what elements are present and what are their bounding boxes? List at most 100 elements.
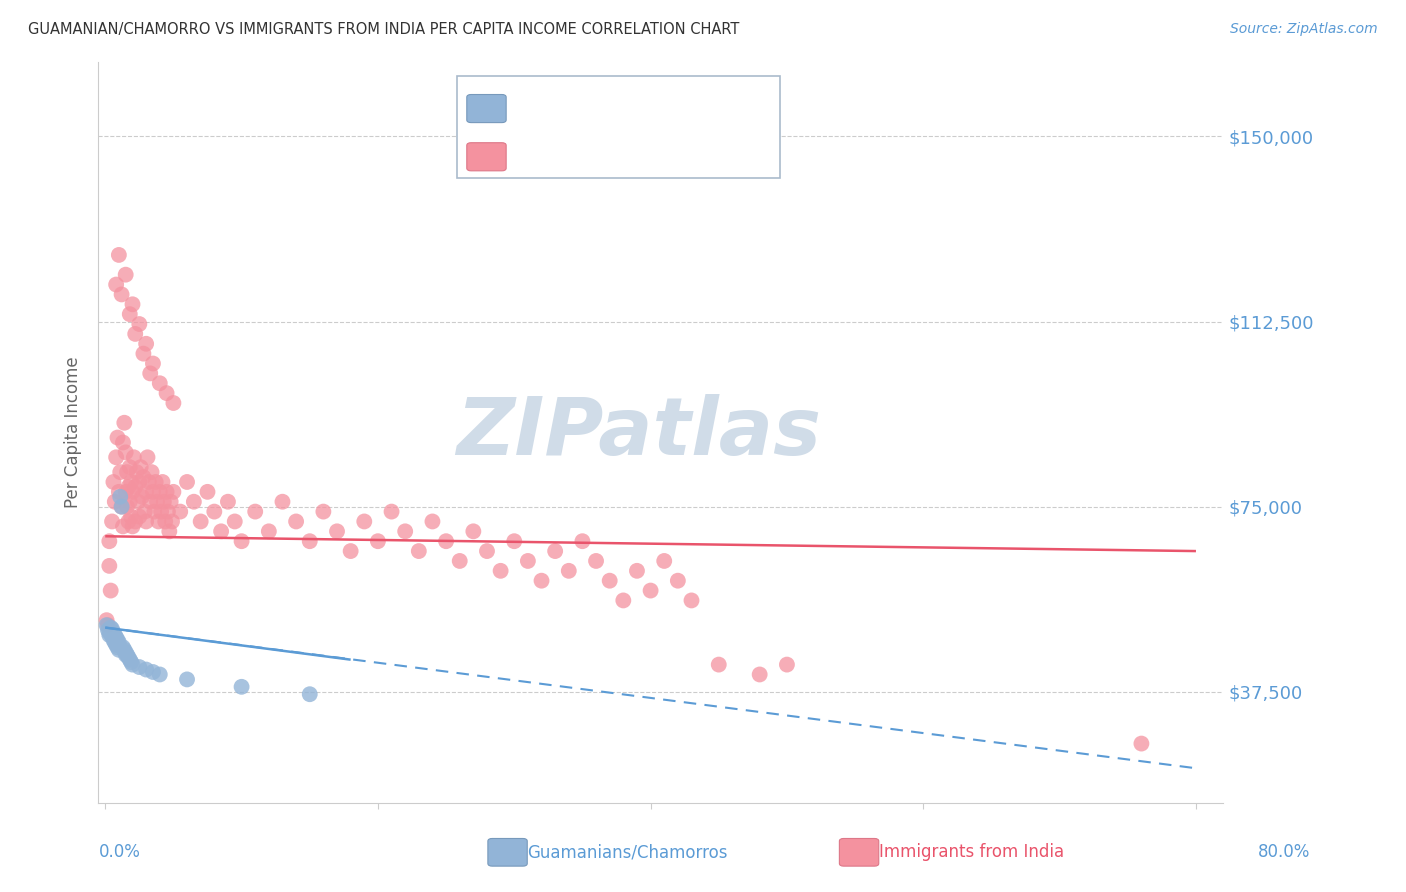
Text: GUAMANIAN/CHAMORRO VS IMMIGRANTS FROM INDIA PER CAPITA INCOME CORRELATION CHART: GUAMANIAN/CHAMORRO VS IMMIGRANTS FROM IN…	[28, 22, 740, 37]
Point	[748, 667, 770, 681]
Text: -0.034: -0.034	[544, 149, 599, 164]
Point	[463, 524, 485, 539]
Point	[107, 632, 129, 647]
Point	[146, 494, 169, 508]
Point	[114, 645, 136, 659]
Text: 80.0%: 80.0%	[1257, 843, 1310, 861]
Point	[121, 657, 143, 672]
Point	[707, 657, 730, 672]
Point	[155, 515, 177, 529]
Point	[162, 484, 184, 499]
Text: 124: 124	[640, 149, 672, 164]
Point	[176, 673, 198, 687]
Point	[108, 642, 131, 657]
Point	[190, 515, 212, 529]
Point	[114, 268, 136, 282]
Point	[125, 465, 148, 479]
Point	[503, 534, 526, 549]
Point	[111, 640, 134, 655]
Point	[118, 494, 141, 508]
Point	[110, 490, 132, 504]
Point	[104, 635, 127, 649]
Point	[120, 509, 142, 524]
Point	[118, 460, 141, 475]
Point	[131, 490, 153, 504]
Point	[183, 494, 205, 508]
Text: R =: R =	[513, 149, 551, 164]
Point	[489, 564, 512, 578]
Y-axis label: Per Capita Income: Per Capita Income	[65, 357, 83, 508]
Point	[110, 500, 132, 514]
Point	[558, 564, 581, 578]
Point	[367, 534, 389, 549]
Point	[224, 515, 246, 529]
Point	[128, 660, 150, 674]
Point	[148, 515, 170, 529]
Point	[97, 623, 120, 637]
Point	[339, 544, 361, 558]
Point	[153, 494, 176, 508]
Point	[105, 631, 128, 645]
Point	[101, 629, 124, 643]
Point	[681, 593, 703, 607]
Text: R =: R =	[513, 101, 551, 116]
Point	[149, 376, 172, 391]
Point	[108, 484, 131, 499]
Point	[100, 621, 122, 635]
Point	[104, 494, 127, 508]
Point	[652, 554, 675, 568]
Point	[666, 574, 689, 588]
Point	[149, 667, 172, 681]
Point	[599, 574, 621, 588]
Point	[101, 515, 124, 529]
Point	[124, 480, 146, 494]
Point	[169, 505, 191, 519]
Point	[105, 450, 128, 465]
Point	[353, 515, 375, 529]
Point	[115, 500, 138, 514]
Point	[152, 475, 174, 489]
Point	[209, 524, 232, 539]
Point	[127, 494, 149, 508]
Point	[121, 519, 143, 533]
Point	[118, 653, 141, 667]
Point	[149, 484, 172, 499]
Point	[98, 534, 121, 549]
Point	[128, 317, 150, 331]
Point	[115, 465, 138, 479]
Point	[231, 680, 253, 694]
Point	[114, 484, 136, 499]
Point	[150, 505, 173, 519]
Point	[159, 494, 181, 508]
Text: Immigrants from India: Immigrants from India	[879, 843, 1064, 862]
Text: 36: 36	[640, 101, 661, 116]
Point	[128, 475, 150, 489]
Point	[142, 484, 165, 499]
Point	[129, 460, 152, 475]
Point	[107, 640, 129, 655]
Point	[114, 648, 136, 662]
Point	[110, 500, 132, 514]
Point	[98, 628, 121, 642]
Point	[326, 524, 349, 539]
Point	[135, 336, 157, 351]
Point	[136, 450, 159, 465]
Point	[422, 515, 444, 529]
Point	[544, 544, 567, 558]
Point	[202, 505, 225, 519]
Point	[103, 475, 125, 489]
Point	[135, 515, 157, 529]
Point	[143, 505, 166, 519]
Point	[120, 655, 142, 669]
Point	[121, 484, 143, 499]
Point	[160, 515, 183, 529]
Point	[394, 524, 416, 539]
Point	[408, 544, 430, 558]
Point	[111, 435, 134, 450]
Point	[132, 470, 155, 484]
Point	[105, 277, 128, 292]
Text: Source: ZipAtlas.com: Source: ZipAtlas.com	[1230, 22, 1378, 37]
Point	[271, 494, 294, 508]
Point	[111, 519, 134, 533]
Point	[776, 657, 799, 672]
